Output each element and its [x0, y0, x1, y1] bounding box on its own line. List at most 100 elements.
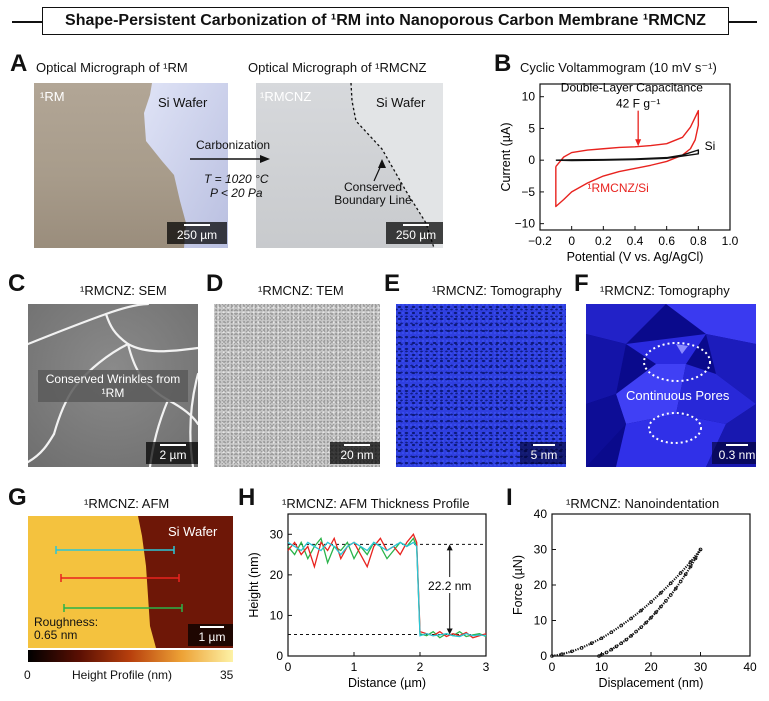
chart-cyclic-voltammogram: −0.2 0 0.2 0.4 0.6 0.8 1.0 −10 −5 0 5 10 Potential (…: [499, 81, 739, 264]
wafer-region-left: [144, 83, 228, 248]
x-axis-label: Distance (µm): [348, 676, 426, 690]
loading-point: [609, 630, 614, 635]
figure-title: Shape-Persistent Carbonization of ¹RM in…: [42, 7, 729, 35]
loading-point: [649, 600, 653, 604]
y-axis-label: Force (µN): [511, 555, 525, 615]
tomography-image-f: Continuous Pores 0.3 nm: [586, 304, 756, 467]
loading-point: [629, 616, 633, 621]
y-axis-label: Current (µA): [499, 122, 513, 191]
loading-point: [688, 560, 693, 564]
x-tick-label: 30: [694, 660, 708, 674]
chart-h-title: ¹RMCNZ: AFM Thickness Profile: [282, 496, 470, 511]
unloading-point: [634, 629, 638, 634]
panel-label-g: G: [8, 484, 27, 511]
scale-text-a-right: 250 µm: [395, 228, 437, 242]
series-si-line: [555, 149, 700, 162]
scale-bar-d: 20 nm: [330, 442, 380, 464]
y-tick-label: 10: [522, 90, 536, 104]
unloading-point: [624, 637, 629, 642]
y-tick-label: 30: [534, 543, 548, 557]
x-tick-label: 0: [568, 234, 575, 248]
panel-d-caption: ¹RMCNZ: TEM: [258, 283, 344, 298]
panel-a-left-caption: Optical Micrograph of ¹RM: [36, 60, 188, 75]
boundary-overlay: [350, 83, 443, 248]
loading-point: [560, 652, 564, 657]
unloading-point: [597, 654, 601, 658]
x-tick-label: 3: [483, 660, 490, 674]
series-1rmcnz-line: [555, 109, 700, 208]
unloading-point: [683, 572, 688, 577]
x-tick-label: 0.6: [658, 234, 675, 248]
chart-nanoindentation: 0 10 20 30 40 0 10 20 30 40 Displacement (nm) Force…: [511, 508, 757, 690]
thickness-arrowhead-top: [446, 544, 453, 551]
scale-bar-e: 5 nm: [520, 442, 566, 464]
loading-point: [599, 636, 604, 641]
afm-overlay: [55, 516, 233, 648]
loading-point: [589, 641, 594, 646]
carbonization-label: Carbonization: [196, 138, 271, 152]
unloading-point: [669, 593, 673, 597]
loading-point: [678, 571, 683, 575]
chart-i-title: ¹RMCNZ: Nanoindentation: [566, 496, 720, 511]
y-axis-label: Height (nm): [247, 552, 261, 617]
x-tick-label: 0: [549, 660, 556, 674]
y-tick-label: −10: [515, 217, 536, 231]
loading-point: [669, 581, 673, 586]
scale-bar-f: 0.3 nm: [712, 442, 756, 464]
thickness-annotation: 22.2 nm: [428, 579, 471, 593]
y-tick-label: 10: [270, 608, 284, 622]
afm-wafer-label: Si Wafer: [168, 524, 218, 539]
y-tick-label: 0: [528, 153, 535, 167]
chart-b-title: Cyclic Voltammogram (10 mV s⁻¹): [520, 60, 717, 75]
x-tick-label: −0.2: [528, 234, 552, 248]
loading-point: [570, 649, 574, 654]
scale-text-c: 2 µm: [159, 448, 187, 462]
loading-point: [619, 623, 624, 628]
loading-point: [639, 608, 643, 613]
unloading-point: [698, 547, 703, 552]
panel-label-h: H: [238, 484, 256, 511]
optical-micrograph-1rmcnz: ¹RMCNZ Si Wafer Conserved Boundary Line …: [256, 83, 443, 248]
scale-bar-c: 2 µm: [146, 442, 198, 464]
loading-point: [659, 591, 663, 595]
x-tick-label: 20: [644, 660, 658, 674]
optical-micrograph-1rm: ¹RM Si Wafer 250 µm: [34, 83, 228, 248]
scale-bar-a-left: 250 µm: [167, 222, 227, 244]
unloading-point: [639, 625, 643, 630]
loading-curve: [551, 548, 702, 658]
unloading-point: [688, 564, 693, 569]
wafer-label-left: Si Wafer: [158, 95, 208, 110]
unloading-point: [604, 650, 609, 655]
legend-si: Si: [705, 139, 716, 153]
unloading-curve: [598, 548, 702, 658]
unloading-point: [664, 599, 668, 603]
colorbar-label: Height Profile (nm): [72, 668, 173, 682]
tomography-image-e: 5 nm: [396, 304, 566, 467]
panel-label-i: I: [506, 484, 513, 511]
thickness-label-bg: [422, 577, 477, 594]
loading-point: [550, 654, 554, 658]
loading-point: [579, 646, 584, 650]
unloading-point: [644, 620, 648, 625]
plot-frame: [551, 513, 751, 657]
x-tick-label: 2: [417, 660, 424, 674]
scale-bar-g: 1 µm: [188, 624, 233, 646]
legend-1rmcnz: ¹RMCNZ/Si: [588, 181, 649, 195]
capacitance-value: 42 F g⁻¹: [616, 96, 660, 110]
y-tick-label: 40: [534, 508, 548, 521]
capacitance-arrowhead: [635, 139, 642, 147]
x-axis-label: Potential (V vs. Ag/AgCl): [567, 250, 704, 264]
y-tick-label: 20: [270, 568, 284, 582]
carbonization-pressure: P < 20 Pa: [210, 186, 263, 200]
boundary-label: Conserved Boundary Line: [334, 180, 412, 207]
wafer-label-right: Si Wafer: [376, 95, 426, 110]
thickness-arrowhead-bottom: [446, 628, 453, 635]
scale-text-g: 1 µm: [198, 630, 226, 644]
y-tick-label: 0: [540, 649, 547, 663]
x-tick-label: 0: [285, 660, 292, 674]
unloading-point: [693, 556, 698, 561]
x-tick-label: 0.4: [627, 234, 644, 248]
unloading-point: [619, 641, 624, 646]
title-rule-left: [12, 21, 42, 23]
